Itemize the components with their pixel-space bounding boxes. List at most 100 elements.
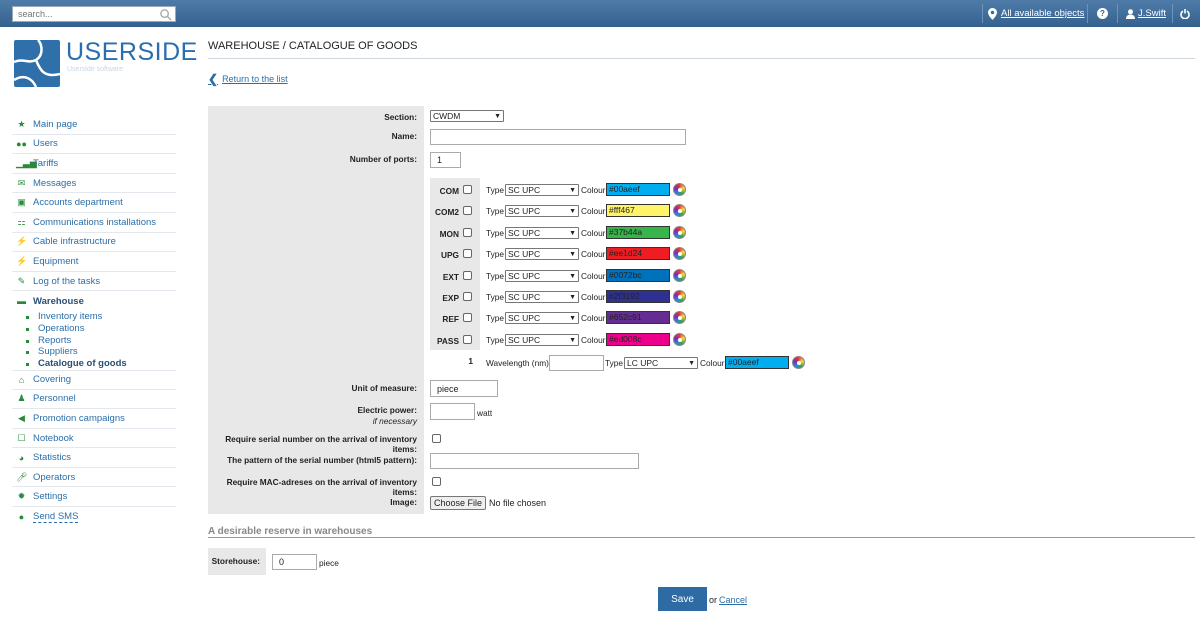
logo-mark[interactable] bbox=[14, 40, 60, 87]
sidebar-item-label: Messages bbox=[33, 177, 77, 189]
user-name-link[interactable]: J.Swift bbox=[1138, 8, 1166, 19]
storehouse-input[interactable]: 0 bbox=[272, 554, 317, 570]
back-link-label[interactable]: Return to the list bbox=[222, 74, 288, 84]
port-colour-input-ref[interactable]: #652c91 bbox=[606, 311, 670, 324]
search-box[interactable] bbox=[12, 6, 176, 22]
sidebar-item-equipment[interactable]: ⚡ Equipment bbox=[12, 252, 176, 272]
submenu-reports[interactable]: Reports bbox=[26, 335, 176, 347]
color-wheel-icon[interactable] bbox=[673, 226, 686, 239]
search-icon[interactable] bbox=[159, 8, 172, 21]
type-label: Type bbox=[486, 206, 504, 216]
port-checkbox-com[interactable] bbox=[463, 185, 472, 194]
name-input[interactable] bbox=[430, 129, 686, 145]
sidebar-item-settings[interactable]: ✹ Settings bbox=[12, 487, 176, 508]
file-status: No file chosen bbox=[489, 498, 547, 508]
port-colour-input-com2[interactable]: #fff467 bbox=[606, 204, 670, 217]
sidebar-item-statistics[interactable]: ◕ Statistics bbox=[12, 448, 176, 468]
sidebar-item-tasks[interactable]: ✎ Log of the tasks bbox=[12, 272, 176, 292]
sidebar-item-cable[interactable]: ⚡ Cable infrastructure bbox=[12, 233, 176, 253]
color-wheel-icon[interactable] bbox=[792, 356, 805, 369]
color-wheel-icon[interactable] bbox=[673, 247, 686, 260]
serial-pattern-input[interactable] bbox=[430, 453, 639, 469]
search-input[interactable] bbox=[13, 7, 153, 21]
save-button[interactable]: Save bbox=[658, 587, 707, 611]
port-colour-input-exp[interactable]: #2f3192 bbox=[606, 290, 670, 303]
submenu-catalogue-of-goods[interactable]: Catalogue of goods bbox=[26, 358, 176, 370]
color-wheel-icon[interactable] bbox=[673, 183, 686, 196]
port-checkbox-mon[interactable] bbox=[463, 228, 472, 237]
sidebar-item-messages[interactable]: ✉ Messages bbox=[12, 174, 176, 194]
port-colour-input-ext[interactable]: #0072bc bbox=[606, 269, 670, 282]
chevron-down-icon: ▼ bbox=[569, 293, 576, 301]
chevron-down-icon: ▼ bbox=[569, 186, 576, 194]
color-wheel-icon[interactable] bbox=[673, 269, 686, 282]
cancel-link[interactable]: Cancel bbox=[719, 595, 748, 605]
sidebar-item-label: Main page bbox=[33, 118, 78, 130]
sidebar-item-main-page[interactable]: ★ Main page bbox=[12, 115, 176, 135]
serial-required-checkbox[interactable] bbox=[432, 434, 441, 443]
port-checkbox-com2[interactable] bbox=[463, 206, 472, 215]
port-type-select-mon[interactable]: SC UPC ▼ bbox=[505, 227, 579, 239]
colour-label: Colour bbox=[581, 206, 606, 216]
submenu-suppliers[interactable]: Suppliers bbox=[26, 346, 176, 358]
colour-label: Colour bbox=[581, 271, 606, 281]
sidebar-item-notebook[interactable]: ☐ Notebook bbox=[12, 429, 176, 449]
wavelength-input[interactable] bbox=[549, 355, 604, 371]
port-type-select-ext[interactable]: SC UPC ▼ bbox=[505, 270, 579, 282]
type-label: Type bbox=[486, 313, 504, 323]
colour-label: Colour bbox=[581, 185, 606, 195]
sidebar-item-warehouse[interactable]: ▬ Warehouse bbox=[12, 291, 176, 311]
sidebar-item-personnel[interactable]: ♟ Personnel bbox=[12, 390, 176, 410]
section-select[interactable]: CWDM ▼ bbox=[430, 110, 504, 122]
port-checkbox-ref[interactable] bbox=[463, 313, 472, 322]
warehouse-submenu: Inventory items Operations Reports Suppl… bbox=[12, 311, 176, 370]
all-objects-link[interactable]: All available objects bbox=[1001, 8, 1085, 19]
port-type-select-pass[interactable]: SC UPC ▼ bbox=[505, 334, 579, 346]
color-wheel-icon[interactable] bbox=[673, 311, 686, 324]
sidebar-item-promotion[interactable]: ◀ Promotion campaigns bbox=[12, 409, 176, 429]
port-checkbox-pass[interactable] bbox=[463, 335, 472, 344]
sidebar-item-send-sms[interactable]: ● Send SMS bbox=[12, 507, 176, 527]
storehouse-unit: piece bbox=[319, 558, 339, 568]
sidebar-item-communications[interactable]: ⚏ Communications installations bbox=[12, 213, 176, 233]
port-checkbox-ext[interactable] bbox=[463, 271, 472, 280]
objects-selector[interactable]: All available objects bbox=[988, 0, 1084, 27]
port-type-select-exp[interactable]: SC UPC ▼ bbox=[505, 291, 579, 303]
sidebar-item-tariffs[interactable]: ▁▃▅ Tariffs bbox=[12, 154, 176, 174]
port-colour-input-mon[interactable]: #37b44a bbox=[606, 226, 670, 239]
submenu-inventory-items[interactable]: Inventory items bbox=[26, 311, 176, 323]
unit-input[interactable]: piece bbox=[430, 380, 498, 397]
type-label: Type bbox=[605, 358, 623, 368]
port-type-select-upg[interactable]: SC UPC ▼ bbox=[505, 248, 579, 260]
submenu-operations[interactable]: Operations bbox=[26, 323, 176, 335]
user-menu[interactable]: J.Swift bbox=[1126, 0, 1166, 27]
power-icon[interactable] bbox=[1180, 8, 1190, 19]
mac-required-checkbox[interactable] bbox=[432, 477, 441, 486]
port-checkbox-upg[interactable] bbox=[463, 249, 472, 258]
port-type-select-com2[interactable]: SC UPC ▼ bbox=[505, 205, 579, 217]
port-colour-input-upg[interactable]: #ee1d24 bbox=[606, 247, 670, 260]
port-type-select-com[interactable]: SC UPC ▼ bbox=[505, 184, 579, 196]
ports-input[interactable]: 1 bbox=[430, 152, 461, 168]
choose-file-button[interactable]: Choose File bbox=[430, 496, 486, 510]
color-wheel-icon[interactable] bbox=[673, 204, 686, 217]
sidebar-item-covering[interactable]: ⌂ Covering bbox=[12, 369, 176, 390]
sidebar-item-users[interactable]: ●● Users bbox=[12, 135, 176, 155]
sidebar-item-accounts[interactable]: ▣ Accounts department bbox=[12, 193, 176, 213]
port-type-select-ref[interactable]: SC UPC ▼ bbox=[505, 312, 579, 324]
help-icon[interactable]: ? bbox=[1097, 8, 1108, 19]
port-colour-input-pass[interactable]: #ed008c bbox=[606, 333, 670, 346]
color-wheel-icon[interactable] bbox=[673, 290, 686, 303]
port1-colour-input[interactable]: #00aeef bbox=[725, 356, 789, 369]
color-wheel-icon[interactable] bbox=[673, 333, 686, 346]
port-checkbox-exp[interactable] bbox=[463, 292, 472, 301]
power-label: Electric power: bbox=[357, 405, 417, 415]
back-link[interactable]: ❮ Return to the list bbox=[208, 72, 288, 86]
logout-button[interactable] bbox=[1180, 0, 1190, 27]
notebook-icon: ☐ bbox=[17, 432, 26, 443]
power-input[interactable] bbox=[430, 403, 475, 420]
help-button[interactable]: ? bbox=[1097, 0, 1108, 27]
sidebar-item-operators[interactable]: 🎤︎ Operators bbox=[12, 468, 176, 488]
port1-type-select[interactable]: LC UPC ▼ bbox=[624, 357, 698, 369]
port-colour-input-com[interactable]: #00aeef bbox=[606, 183, 670, 196]
